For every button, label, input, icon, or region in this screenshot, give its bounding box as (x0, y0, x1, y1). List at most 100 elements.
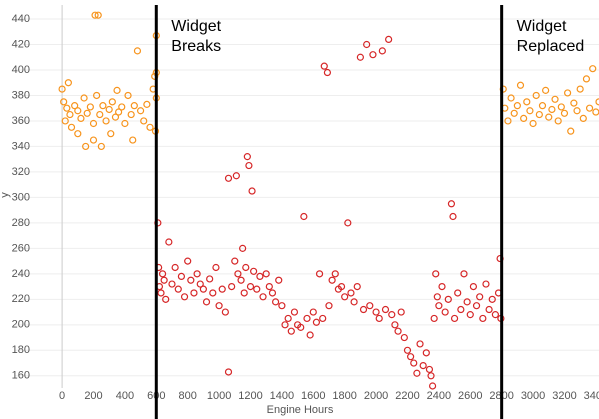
point (278, 302, 286, 310)
point (187, 276, 195, 284)
point (454, 289, 462, 297)
point (325, 302, 333, 310)
y-tick-label: 240 (12, 268, 30, 280)
point (124, 91, 132, 100)
point (113, 86, 121, 94)
point (105, 105, 113, 114)
x-tick-label: 1800 (332, 390, 356, 402)
x-tick-label: 2600 (458, 390, 482, 402)
x-tick-label: 1400 (270, 390, 294, 402)
point (564, 89, 572, 97)
point (344, 219, 352, 227)
point (469, 282, 478, 291)
point (218, 285, 226, 293)
point (422, 349, 430, 357)
point (199, 285, 207, 293)
point (306, 331, 314, 339)
y-tick-label: 420 (12, 38, 30, 50)
x-tick-label: 800 (179, 390, 197, 402)
point (359, 305, 368, 314)
point (239, 244, 247, 252)
point (111, 113, 120, 121)
point (510, 109, 518, 117)
y-tick-label: 280 (12, 217, 30, 229)
point (165, 238, 173, 246)
annotation: Widget (517, 18, 567, 35)
point (397, 308, 405, 316)
point (538, 102, 547, 110)
point (419, 361, 427, 370)
point (363, 40, 371, 49)
point (444, 295, 452, 303)
point (253, 285, 261, 293)
y-tick-label: 320 (12, 166, 30, 178)
point (427, 372, 435, 380)
point (557, 103, 565, 111)
point (430, 314, 438, 323)
point (193, 270, 201, 278)
point (268, 289, 277, 297)
point (99, 102, 107, 110)
point (560, 109, 569, 117)
y-tick-label: 220 (12, 293, 30, 305)
point (472, 302, 481, 310)
point (551, 95, 559, 103)
point (337, 282, 346, 291)
point (82, 142, 90, 151)
point (573, 107, 581, 115)
point (240, 289, 248, 297)
point (231, 257, 239, 265)
point (347, 289, 355, 297)
point (71, 102, 79, 110)
point (74, 130, 82, 138)
point (504, 117, 512, 125)
point (548, 105, 556, 114)
point (160, 276, 168, 284)
point (328, 276, 336, 284)
point (133, 47, 142, 55)
point (449, 212, 457, 221)
x-tick-label: 3400 (584, 390, 599, 402)
point (331, 270, 339, 278)
point (567, 127, 575, 135)
point (413, 369, 421, 377)
point (158, 270, 167, 278)
point (372, 308, 380, 316)
point (212, 263, 220, 272)
point (130, 102, 138, 110)
point (129, 136, 137, 144)
point (83, 109, 91, 117)
point (416, 340, 424, 348)
point (232, 172, 240, 180)
x-axis-label: Engine Hours (267, 404, 334, 416)
point (323, 68, 332, 77)
point (457, 305, 465, 314)
point (157, 289, 165, 297)
point (403, 346, 412, 354)
point (576, 85, 584, 93)
point (463, 298, 471, 306)
annotation: Widget (171, 18, 221, 35)
point (63, 104, 71, 112)
point (234, 270, 242, 278)
point (162, 295, 170, 303)
point (140, 117, 148, 125)
point (265, 282, 273, 291)
x-tick-label: 1000 (207, 390, 231, 402)
x-tick-label: 1200 (238, 390, 262, 402)
point (425, 365, 434, 374)
point (341, 293, 349, 301)
point (196, 280, 204, 288)
point (391, 321, 399, 329)
point (66, 110, 74, 119)
x-tick-label: 0 (59, 390, 65, 402)
point (108, 98, 116, 106)
point (319, 314, 327, 323)
point (356, 53, 364, 61)
point (237, 276, 245, 284)
point (281, 321, 289, 329)
point (174, 285, 182, 293)
point (248, 187, 256, 195)
point (60, 98, 68, 106)
